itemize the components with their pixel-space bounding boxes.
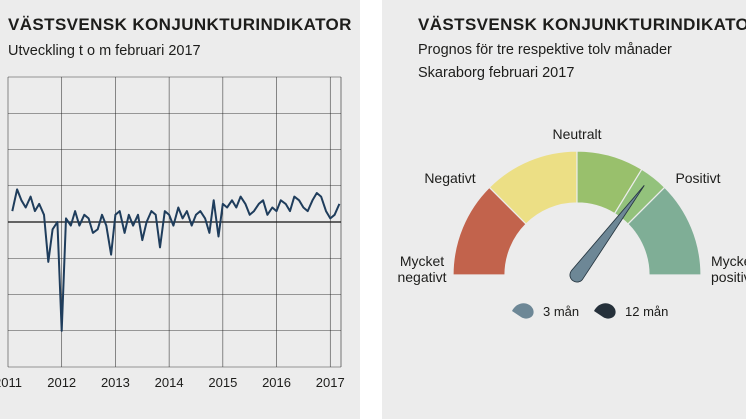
x-tick-label: 2017 <box>316 375 345 390</box>
legend-swatch-12m <box>594 303 616 319</box>
x-tick-label: 2011 <box>0 375 22 390</box>
gauge-label-line2: positivt <box>711 269 746 285</box>
gauge-chart: MycketnegativtNegativtNeutraltPositivtMy… <box>397 126 746 319</box>
x-tick-label: 2013 <box>101 375 130 390</box>
x-tick-label: 2012 <box>47 375 76 390</box>
line-chart-title: VÄSTSVENSK KONJUNKTURINDIKATOR <box>8 15 352 34</box>
gauge-label: Neutralt <box>552 126 601 142</box>
gauge-subtitle-line2: Skaraborg februari 2017 <box>418 65 575 81</box>
legend-label-12m: 12 mån <box>625 304 668 319</box>
gauge-subtitle-line1: Prognos för tre respektive tolv månader <box>418 42 672 58</box>
gauge-chart-title: VÄSTSVENSK KONJUNKTURINDIKATOR <box>418 15 746 34</box>
x-tick-label: 2015 <box>208 375 237 390</box>
line-chart-subtitle: Utveckling t o m februari 2017 <box>8 43 201 59</box>
gauge-label-line2: negativt <box>397 269 446 285</box>
gauge-label: Positivt <box>675 170 720 186</box>
x-tick-label: 2016 <box>262 375 291 390</box>
gauge-label: Mycket <box>711 253 746 269</box>
x-tick-label: 2014 <box>155 375 184 390</box>
gauge-segment <box>627 186 702 276</box>
legend-swatch-3m <box>512 303 534 319</box>
legend-label-3m: 3 mån <box>543 304 579 319</box>
gauge-label: Mycket <box>400 253 444 269</box>
line-chart-panel: VÄSTSVENSK KONJUNKTURINDIKATOR Utvecklin… <box>0 0 360 419</box>
series-line-indikator <box>11 188 341 332</box>
gauge-label: Negativt <box>424 170 475 186</box>
line-chart: 2011 2012 2013 2014 2015 2016 2017 <box>0 76 345 390</box>
gauge-needle-3m <box>569 185 645 283</box>
gauge-chart-panel: VÄSTSVENSK KONJUNKTURINDIKATOR Prognos f… <box>382 0 746 419</box>
